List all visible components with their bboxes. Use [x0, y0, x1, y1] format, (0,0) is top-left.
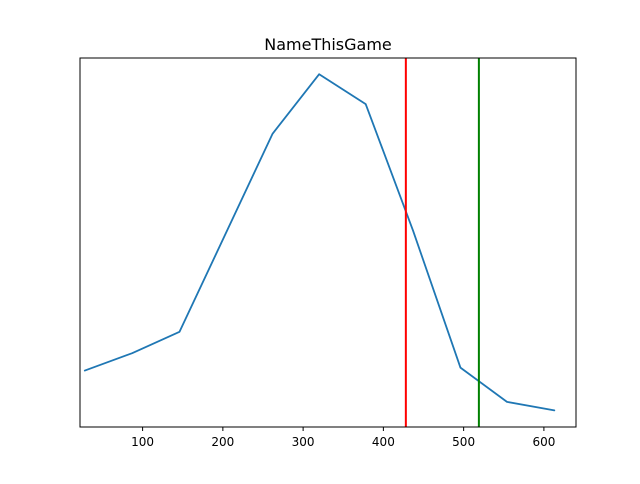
x-tick-label: 500: [452, 435, 475, 449]
axes-frame: [79, 57, 577, 428]
chart-title: NameThisGame: [264, 35, 392, 54]
axes: 100 200 300 400 500 600: [79, 57, 577, 449]
x-tick-label: 300: [292, 435, 315, 449]
x-tick-label: 600: [532, 435, 555, 449]
x-tick-label: 200: [211, 435, 234, 449]
data-point: [459, 366, 462, 369]
data-point: [178, 331, 181, 333]
data-point: [84, 369, 86, 372]
data-point: [131, 352, 133, 354]
x-tick-label: 400: [372, 435, 395, 449]
data-point: [412, 230, 414, 232]
data-point: [272, 133, 274, 135]
x-tick-label: 100: [131, 435, 154, 449]
series-line-0: [83, 73, 556, 412]
data-point: [553, 409, 555, 411]
data-point: [318, 73, 320, 75]
data-point: [365, 103, 367, 105]
data-point: [506, 401, 508, 403]
plot-area: [83, 58, 556, 427]
